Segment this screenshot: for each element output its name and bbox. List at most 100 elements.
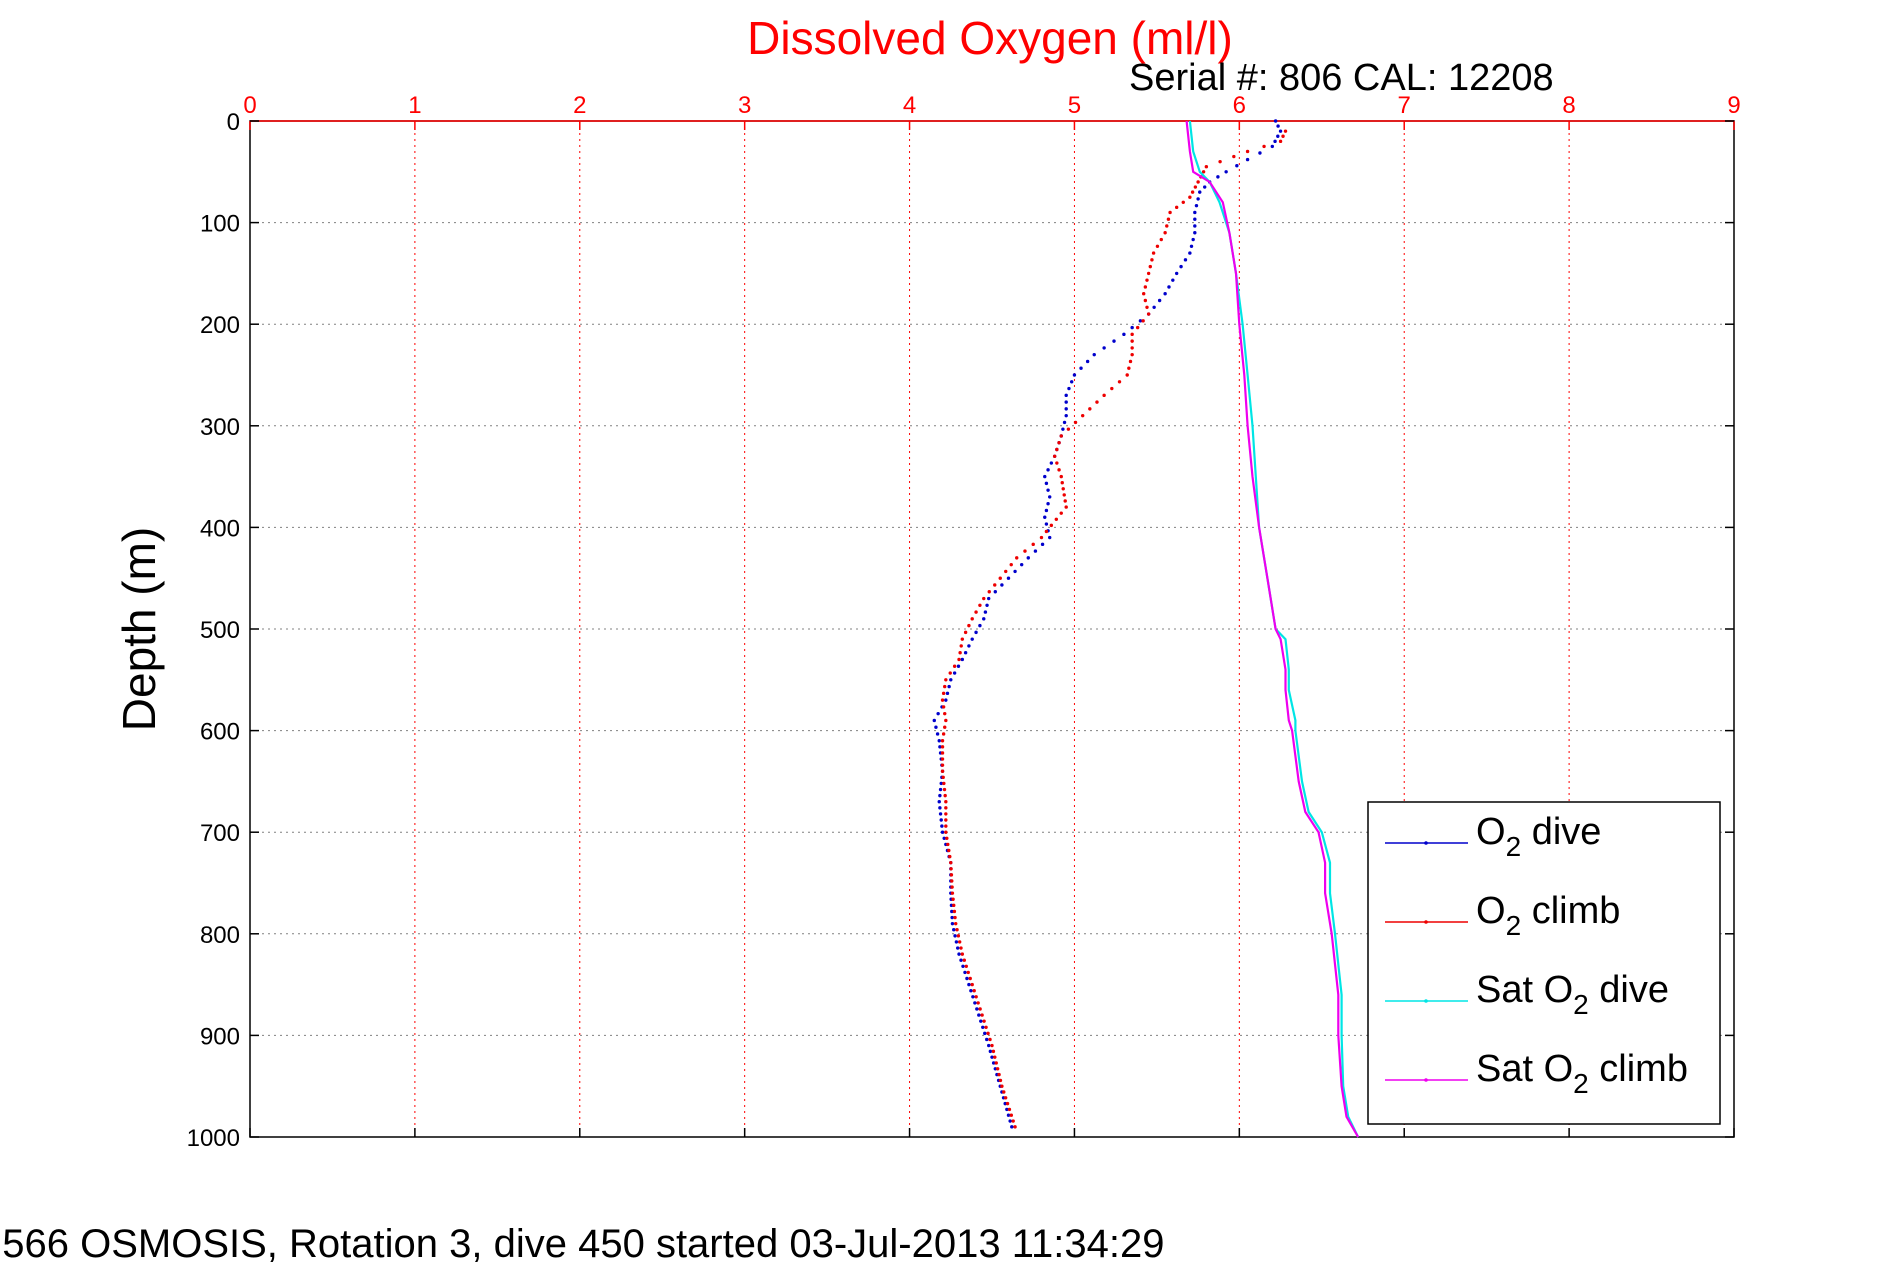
series-1-point (1183, 258, 1188, 262)
series-2-point (982, 596, 986, 601)
series-1-point (938, 812, 943, 816)
y-tick-label: 700 (200, 820, 240, 847)
series-2-point (988, 1037, 992, 1042)
series-2-point (959, 644, 963, 648)
series-2-point (976, 1001, 980, 1005)
series-2-point (940, 751, 945, 755)
series-2-point (1102, 393, 1106, 398)
series-2-point (944, 800, 948, 804)
series-2-point (1057, 441, 1061, 445)
series-2-point (940, 763, 945, 767)
series-2-point (942, 781, 946, 786)
series-1-point (1000, 583, 1004, 587)
series-2-point (954, 921, 958, 926)
y-tick-label: 600 (200, 719, 240, 746)
series-2-point (960, 952, 965, 956)
y-tick-label: 1000 (187, 1125, 240, 1152)
series-2-point (949, 873, 954, 877)
series-1-point (1191, 237, 1195, 242)
series-1-point (1013, 569, 1017, 574)
series-2-point (949, 860, 953, 865)
series-1-point (938, 787, 943, 792)
series-1-point (1189, 244, 1194, 249)
series-1-point (977, 1013, 981, 1017)
series-2-point (944, 718, 948, 723)
series-2-point (1011, 1119, 1015, 1123)
series-2-point (1031, 542, 1035, 547)
series-1-point (1043, 474, 1047, 479)
series-1-point (940, 824, 944, 828)
series-2-point (951, 897, 955, 901)
series-2-point (940, 739, 945, 743)
series-2-point (949, 867, 953, 871)
series-2-point (943, 684, 947, 689)
series-2-point (1007, 1107, 1012, 1112)
series-2-point (952, 903, 956, 908)
series-1-point (985, 603, 989, 607)
series-2-point (950, 879, 954, 883)
series-1-point (942, 836, 946, 840)
legend-swatch-marker (1424, 920, 1428, 924)
series-2-point (944, 818, 948, 822)
series-1-point (1235, 164, 1239, 168)
series-1-point (1224, 170, 1228, 174)
series-1-point (961, 964, 965, 969)
series-2-point (980, 1013, 984, 1017)
series-1-point (1276, 124, 1280, 128)
series-1-point (1152, 305, 1156, 309)
series-1-point (1174, 271, 1179, 276)
series-1-point (953, 934, 957, 938)
series-1-point (1085, 359, 1090, 364)
series-2-point (1064, 505, 1068, 509)
series-1-point (938, 806, 942, 810)
series-2-point (1130, 339, 1134, 343)
series-1-point (1064, 393, 1068, 398)
x-tick-label: 8 (1562, 92, 1575, 119)
series-1-point (971, 995, 975, 999)
series-2-point (943, 725, 947, 729)
series-1-point (1196, 197, 1200, 201)
y-tick-label: 900 (200, 1023, 240, 1050)
series-2-point (987, 590, 991, 594)
x-tick-label: 4 (903, 92, 916, 119)
series-2-point (1143, 298, 1148, 303)
series-1-point (1216, 175, 1220, 179)
series-2-point (1127, 366, 1131, 370)
series-1-point (940, 830, 945, 834)
series-2-point (966, 970, 970, 975)
series-1-point (1245, 157, 1250, 162)
series-2-point (952, 664, 957, 668)
footer-caption: sg566 OSMOSIS, Rotation 3, dive 450 star… (0, 1222, 1164, 1262)
series-2-point (1061, 487, 1065, 491)
series-2-point (1168, 210, 1172, 215)
series-1-point (1130, 325, 1134, 330)
series-2-point (997, 1072, 1001, 1077)
x-tick-label: 0 (243, 92, 256, 119)
series-2-point (1130, 332, 1134, 337)
series-2-point (943, 793, 947, 798)
series-1-point (1046, 468, 1050, 472)
series-2-point (998, 1078, 1003, 1083)
legend: O2 dive O2 climb Sat O2 dive Sat O2 climb (1367, 801, 1721, 1125)
series-2-point (970, 982, 974, 987)
series-2-point (978, 603, 982, 607)
series-1-point (1188, 251, 1192, 255)
series-1-point (985, 1037, 989, 1042)
y-axis-label: Depth (m) (113, 527, 165, 731)
series-2-point (959, 946, 963, 950)
series-1-point (993, 590, 997, 594)
series-1-point (1044, 508, 1049, 513)
series-1-point (1062, 420, 1067, 425)
series-1-point (937, 739, 941, 743)
x-tick-label: 6 (1233, 92, 1246, 119)
series-2 (940, 129, 1288, 1129)
series-2-point (1281, 134, 1285, 138)
series-1-point (1276, 134, 1280, 138)
series-2-point (1039, 535, 1044, 540)
series-1-point (1064, 413, 1068, 418)
series-2-point (967, 623, 971, 628)
series-2-point (943, 711, 947, 716)
series-2-point (1073, 420, 1078, 425)
series-1-point (950, 921, 955, 926)
series-2-point (991, 1049, 996, 1054)
